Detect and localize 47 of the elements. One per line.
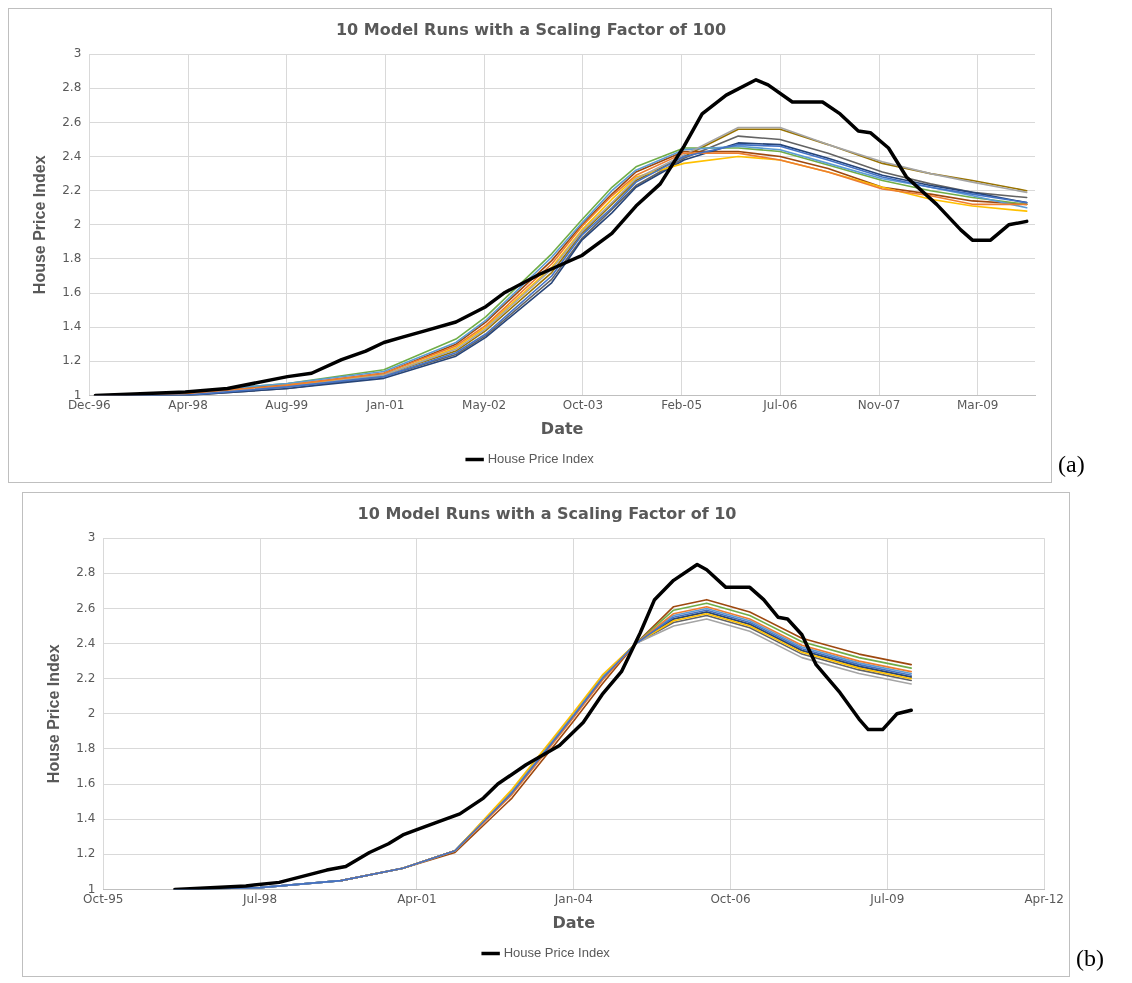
y-axis-title: House Price Index xyxy=(45,644,63,784)
legend-label: House Price Index xyxy=(487,451,595,467)
chart-title: 10 Model Runs with a Scaling Factor of 10 xyxy=(357,503,737,523)
y-tick-label: 3 xyxy=(87,530,96,545)
y-tick-label: 2 xyxy=(73,216,82,231)
x-tick-label: May-02 xyxy=(462,397,507,412)
y-tick-label: 2.2 xyxy=(76,670,96,685)
y-tick-label: 1.2 xyxy=(62,353,82,368)
y-tick-label: 1.6 xyxy=(76,776,96,791)
y-tick-label: 2 xyxy=(87,705,96,720)
x-tick-label: Feb-05 xyxy=(661,397,703,412)
x-tick-label: Apr-98 xyxy=(168,397,208,412)
x-tick-label: Aug-99 xyxy=(265,397,309,412)
x-tick-label: Apr-12 xyxy=(1024,891,1064,906)
y-tick-label: 2.4 xyxy=(62,148,82,163)
x-tick-label: Jul-98 xyxy=(241,891,278,906)
y-tick-label: 2.8 xyxy=(62,80,82,95)
x-tick-label: Jan-04 xyxy=(553,891,593,906)
x-tick-label: Dec-96 xyxy=(67,397,111,412)
y-tick-label: 1.4 xyxy=(76,811,96,826)
x-axis-title: Date xyxy=(552,912,596,932)
y-tick-label: 1.6 xyxy=(62,285,82,300)
x-tick-label: Nov-07 xyxy=(857,397,901,412)
y-tick-label: 1.4 xyxy=(62,319,82,334)
x-axis-title: Date xyxy=(540,418,584,438)
text: (a) xyxy=(1058,451,1085,478)
y-tick-label: 2.4 xyxy=(76,635,96,650)
x-tick-label: Apr-01 xyxy=(397,891,437,906)
y-tick-label: 2.6 xyxy=(62,114,82,129)
y-axis-title: House Price Index xyxy=(31,155,49,295)
x-tick-label: Jul-06 xyxy=(762,397,798,412)
y-tick-label: 2.6 xyxy=(76,600,96,615)
y-tick-label: 3 xyxy=(73,46,82,61)
y-tick-label: 2.8 xyxy=(76,565,96,580)
x-tick-label: Jul-09 xyxy=(869,891,905,906)
y-tick-label: 1.8 xyxy=(62,251,82,266)
x-tick-label: Oct-03 xyxy=(562,397,604,412)
x-tick-label: Jan-01 xyxy=(365,397,405,412)
y-tick-label: 2.2 xyxy=(62,182,82,197)
text: (b) xyxy=(1076,945,1104,972)
y-tick-label: 1.8 xyxy=(76,741,96,756)
x-tick-label: Mar-09 xyxy=(957,397,999,412)
x-tick-label: Oct-95 xyxy=(83,891,124,906)
legend-label: House Price Index xyxy=(503,945,611,961)
x-tick-label: Oct-06 xyxy=(710,891,751,906)
chart-title: 10 Model Runs with a Scaling Factor of 100 xyxy=(335,19,727,39)
y-tick-label: 1.2 xyxy=(76,846,96,861)
